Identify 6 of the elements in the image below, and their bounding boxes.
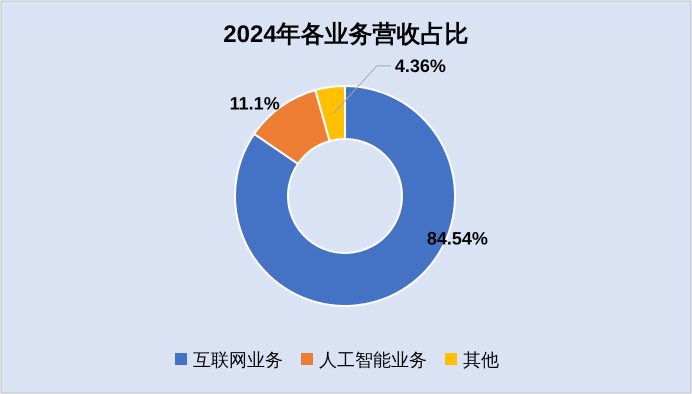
legend-label: 互联网业务 xyxy=(193,350,283,370)
data-label: 4.36% xyxy=(394,56,446,76)
data-label: 11.1% xyxy=(230,93,280,114)
chart-title: 2024年各业务营收占比 xyxy=(223,21,469,48)
legend-label: 其他 xyxy=(463,350,499,370)
legend-label: 人工智能业务 xyxy=(319,350,427,370)
